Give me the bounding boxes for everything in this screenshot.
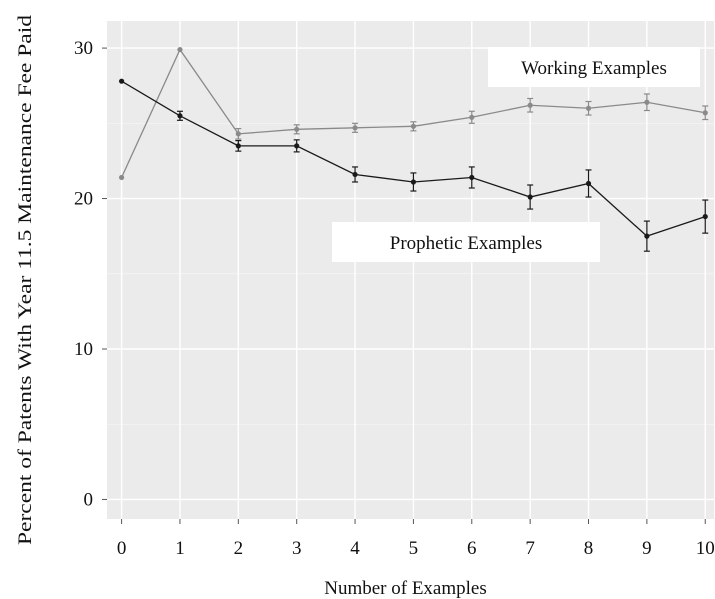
data-point	[469, 174, 475, 181]
y-tick-label: 20	[74, 189, 93, 210]
annotations: Working Examples Prophetic Examples	[332, 47, 700, 262]
series-layer	[118, 46, 709, 252]
data-point	[410, 179, 417, 185]
x-tick-label: 10	[696, 538, 715, 559]
x-tick-label: 3	[292, 538, 302, 559]
annotation-1: Prophetic Examples	[332, 222, 600, 262]
data-point	[118, 174, 125, 181]
data-point	[644, 99, 650, 105]
axes: 0 10 20 30 0 1 2 3 4 5 6 7 8 9 10	[74, 38, 715, 559]
data-point	[352, 171, 358, 178]
data-point	[527, 194, 533, 200]
annotation-label: Working Examples	[521, 58, 667, 79]
x-tick-label: 7	[525, 538, 535, 559]
x-tick-label: 2	[234, 538, 244, 559]
data-point	[177, 46, 183, 53]
x-axis-title: Number of Examples	[324, 578, 487, 599]
data-point	[177, 113, 183, 119]
gridlines	[107, 21, 714, 519]
data-point	[118, 78, 125, 84]
y-tick-label: 10	[74, 339, 93, 360]
plot-background	[107, 21, 714, 519]
data-point	[469, 114, 475, 120]
x-tick-label: 8	[584, 538, 594, 559]
data-point	[235, 131, 241, 137]
annotation-0: Working Examples	[488, 47, 700, 87]
data-point	[644, 233, 650, 239]
x-tick-label: 4	[350, 538, 360, 559]
x-tick-label: 1	[175, 538, 185, 559]
data-point	[294, 126, 300, 132]
data-point	[410, 123, 417, 129]
x-tick-label: 9	[642, 538, 652, 559]
data-point	[294, 143, 300, 149]
y-tick-label: 0	[84, 489, 94, 510]
x-tick-label: 0	[117, 538, 127, 559]
data-point	[702, 213, 708, 220]
x-tick-label: 6	[467, 538, 477, 559]
data-point	[352, 125, 358, 131]
data-point	[702, 110, 708, 116]
annotation-box	[332, 222, 600, 262]
data-point	[527, 102, 533, 108]
series-0	[118, 46, 709, 181]
annotation-box	[488, 47, 700, 87]
data-point	[585, 180, 592, 187]
x-tick-label: 5	[409, 538, 419, 559]
data-point	[585, 105, 592, 111]
data-point	[235, 143, 241, 149]
y-axis-title: Percent of Patents With Year 11.5 Mainte…	[15, 14, 36, 545]
series-1	[118, 78, 709, 252]
annotation-label: Prophetic Examples	[390, 233, 543, 254]
y-tick-label: 30	[74, 38, 93, 59]
